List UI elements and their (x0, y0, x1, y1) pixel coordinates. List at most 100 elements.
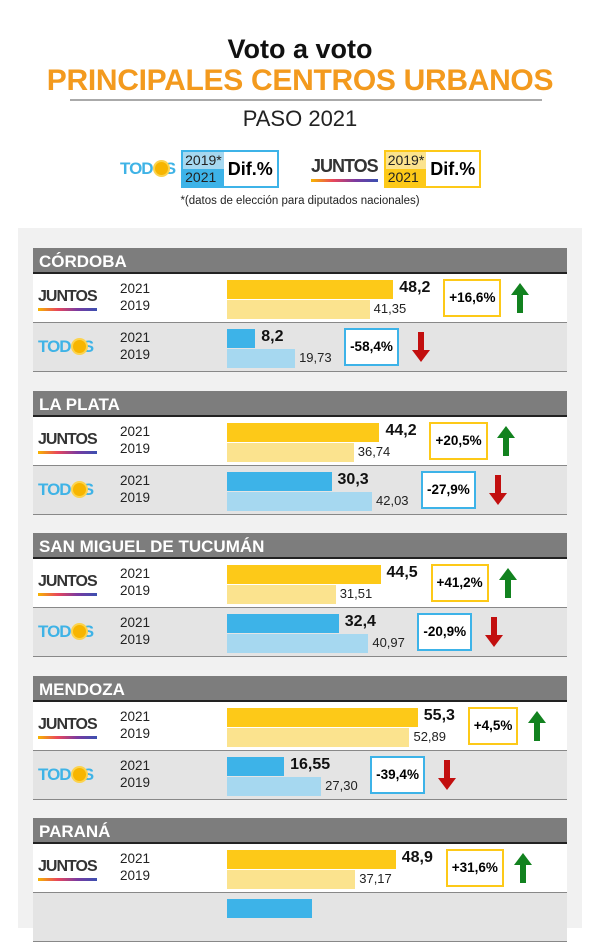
party-row (33, 893, 567, 942)
juntos-logo: JUNTOS (38, 716, 98, 739)
year-2019-label: 2019 (120, 347, 151, 362)
value-2019: 52,89 (413, 728, 447, 744)
city-section: LA PLATA JUNTOS 2021 2019 44,2 36,74 +20… (33, 390, 567, 515)
page-title: Voto a voto (227, 34, 373, 64)
legend-todos: TODOS 2019* 2021 Dif.% (120, 150, 279, 188)
value-2021: 30,3 (337, 470, 369, 488)
party-row: JUNTOS 2021 2019 55,3 52,89 +4,5% (33, 701, 567, 751)
bar-2019 (227, 585, 336, 604)
arrow-up-icon (511, 283, 530, 313)
party-row: JUNTOS 2021 2019 44,5 31,51 +41,2% (33, 559, 567, 608)
city-header: MENDOZA (33, 675, 567, 702)
year-2021-label: 2021 (120, 472, 151, 488)
bar-2021 (227, 850, 396, 869)
diff-badge: +20,5% (429, 421, 488, 460)
legend-juntos-key: 2019* 2021 Dif.% (383, 150, 482, 188)
legend-2019: 2019* (385, 152, 427, 169)
year-2021-label: 2021 (120, 330, 151, 345)
diff-badge: +4,5% (467, 706, 519, 745)
value-2021: 44,2 (385, 421, 417, 439)
juntos-logo: JUNTOS (38, 431, 98, 454)
value-2019: 27,30 (325, 777, 358, 793)
value-2019: 37,17 (359, 871, 392, 886)
value-2019: 19,73 (299, 350, 332, 365)
year-2021-label: 2021 (120, 281, 151, 296)
arrow-up-icon (527, 710, 546, 741)
diff-badge: -20,9% (417, 613, 473, 651)
title-divider (70, 99, 542, 101)
value-2021: 16,55 (290, 755, 331, 773)
juntos-logo: JUNTOS (38, 858, 98, 881)
year-2019-label: 2019 (120, 440, 151, 456)
value-2021: 48,9 (401, 849, 433, 866)
year-2021-label: 2021 (120, 757, 151, 773)
value-2019: 31,51 (339, 586, 373, 601)
value-2021: 48,2 (399, 279, 431, 296)
juntos-logo: JUNTOS (38, 573, 98, 596)
value-2021: 44,5 (386, 564, 418, 581)
todos-logo: TODOS (38, 765, 94, 785)
sun-icon (73, 767, 86, 781)
diff-badge: +31,6% (445, 849, 504, 887)
bar-2021 (227, 899, 312, 918)
year-2019-label: 2019 (120, 868, 151, 883)
legend-dif: Dif.% (223, 152, 277, 186)
diff-badge: +16,6% (443, 279, 502, 317)
bar-2019 (227, 349, 296, 368)
bar-2021 (227, 756, 285, 776)
bar-2021 (227, 707, 418, 727)
bar-2021 (227, 614, 339, 633)
party-row: JUNTOS 2021 2019 48,2 41,35 +16,6% (33, 274, 567, 323)
party-row: JUNTOS 2021 2019 44,2 36,74 +20,5% (33, 416, 567, 466)
sun-icon (73, 340, 86, 353)
party-row: TODOS 2021 2019 30,3 42,03 -27,9% (33, 465, 567, 515)
city-section: CÓRDOBA JUNTOS 2021 2019 48,2 41,35 +16,… (33, 248, 567, 372)
legend-todos-key: 2019* 2021 Dif.% (181, 150, 279, 188)
bar-2019 (227, 300, 370, 319)
juntos-logo: JUNTOS (311, 156, 379, 182)
party-row: JUNTOS 2021 2019 48,9 37,17 +31,6% (33, 844, 567, 893)
value-2021: 8,2 (261, 328, 284, 345)
year-2021-label: 2021 (120, 566, 151, 581)
year-2021-label: 2021 (120, 708, 151, 724)
legend-2021: 2021 (385, 169, 427, 186)
bar-2021 (227, 471, 332, 491)
diff-badge: -58,4% (344, 328, 399, 366)
city-header: CÓRDOBA (33, 248, 567, 274)
value-2019: 41,35 (373, 301, 407, 316)
city-section: SAN MIGUEL DE TUCUMÁN JUNTOS 2021 2019 4… (33, 533, 567, 657)
year-2021-label: 2021 (120, 615, 151, 630)
juntos-logo: JUNTOS (38, 288, 98, 311)
sun-icon (155, 162, 168, 175)
city-section: PARANÁ JUNTOS 2021 2019 48,9 37,17 +31,6… (33, 818, 567, 942)
value-2021: 32,4 (344, 613, 376, 630)
party-row: TODOS 2021 2019 16,55 27,30 -39,4% (33, 750, 567, 800)
arrow-up-icon (513, 853, 532, 883)
value-2019: 42,03 (376, 492, 409, 508)
diff-badge: -27,9% (421, 470, 476, 509)
year-2021-label: 2021 (120, 851, 151, 866)
city-section: MENDOZA JUNTOS 2021 2019 55,3 52,89 +4,5… (33, 675, 567, 800)
election-label: PASO 2021 (242, 106, 358, 131)
todos-logo: TODOS (38, 337, 94, 357)
party-row: TODOS 2021 2019 32,4 40,97 -20,9% (33, 608, 567, 657)
year-2019-label: 2019 (120, 632, 151, 647)
value-2019: 36,74 (357, 443, 391, 459)
bar-2019 (227, 634, 369, 653)
year-2019-label: 2019 (120, 774, 151, 790)
bar-2021 (227, 565, 381, 584)
legend-2021: 2021 (183, 169, 224, 186)
todos-logo: TODOS (38, 480, 94, 500)
year-2019-label: 2019 (120, 583, 151, 598)
value-2019: 40,97 (372, 635, 405, 650)
page-subtitle: PRINCIPALES CENTROS URBANOS (46, 64, 554, 97)
diff-badge: +41,2% (430, 564, 489, 602)
legend-dif: Dif.% (426, 152, 480, 186)
arrow-down-icon (412, 332, 431, 362)
arrow-down-icon (438, 759, 457, 790)
arrow-up-icon (497, 425, 516, 456)
year-2021-label: 2021 (120, 423, 151, 439)
city-header: SAN MIGUEL DE TUCUMÁN (33, 533, 567, 559)
sun-icon (73, 482, 86, 496)
year-2019-label: 2019 (120, 725, 151, 741)
